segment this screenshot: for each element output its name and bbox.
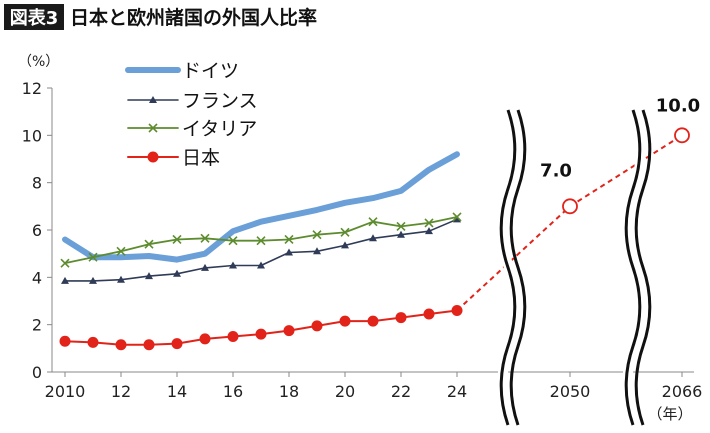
data-point (229, 261, 237, 269)
data-point (425, 227, 433, 235)
data-point (147, 151, 159, 163)
data-point (285, 248, 293, 256)
data-point (149, 96, 157, 103)
data-point (424, 218, 434, 228)
data-point (148, 123, 158, 133)
data-point (311, 320, 323, 332)
data-point (115, 339, 127, 351)
y-unit-label: （%） (18, 54, 59, 70)
data-point (199, 333, 211, 345)
y-tick-label: 4 (32, 268, 42, 287)
x-tick-label: 14 (167, 382, 187, 401)
projection-line (456, 205, 571, 312)
data-point (453, 215, 461, 223)
series-line (62, 151, 460, 263)
x-tick-label: 2050 (550, 382, 591, 401)
data-point (145, 272, 153, 280)
data-point (117, 275, 125, 283)
axis-break-line (499, 109, 517, 426)
data-point (397, 230, 405, 238)
chart-title: 日本と欧州諸国の外国人比率 (70, 6, 317, 29)
header-badge-bg (4, 4, 64, 30)
y-tick-label: 10 (22, 126, 42, 145)
axis-break-line (509, 109, 527, 426)
data-point (172, 234, 182, 245)
data-point (227, 331, 239, 342)
y-tick-label: 6 (32, 221, 42, 240)
data-point (313, 247, 321, 255)
y-tick-label: 8 (32, 174, 42, 193)
data-point (200, 233, 210, 243)
data-point (340, 227, 350, 237)
data-point (283, 325, 295, 337)
data-point (88, 252, 98, 262)
x-tick-label: 12 (111, 382, 131, 401)
legend-label: フランス (182, 90, 258, 112)
projection-value-label: 10.0 (656, 95, 700, 116)
axis-break-line (634, 109, 652, 426)
data-point (368, 217, 378, 227)
projection-value-label: 7.0 (540, 160, 572, 181)
header-badge: 図表3 (10, 7, 59, 29)
data-point (173, 269, 181, 277)
data-point (171, 338, 183, 350)
projection-point (674, 127, 690, 144)
legend-label: イタリア (182, 118, 257, 140)
data-point (369, 234, 377, 242)
data-point (367, 315, 379, 327)
y-tick-label: 12 (22, 79, 42, 98)
data-point (339, 315, 351, 327)
data-point (423, 308, 435, 320)
x-tick-label: 16 (223, 382, 243, 401)
x-tick-label: 18 (279, 382, 299, 401)
data-point (116, 246, 126, 256)
data-point (143, 339, 155, 351)
axis-break-line (624, 109, 642, 426)
data-point (89, 276, 97, 284)
data-point (396, 221, 406, 232)
data-point (87, 336, 99, 348)
year-unit-label: （年） (647, 405, 692, 423)
data-point (284, 234, 294, 245)
projection-point (562, 198, 578, 215)
data-point (452, 212, 462, 222)
data-point (312, 230, 322, 240)
data-point (256, 236, 266, 246)
data-point (228, 236, 238, 246)
x-tick-label: 2066 (662, 382, 703, 401)
legend-label: 日本 (182, 147, 220, 169)
data-point (60, 258, 70, 268)
data-point (59, 335, 71, 347)
data-point (61, 276, 69, 284)
data-point (395, 312, 407, 324)
y-tick-label: 0 (32, 363, 42, 382)
data-point (341, 241, 349, 249)
data-point (257, 261, 265, 269)
x-tick-label: 24 (447, 382, 467, 401)
projection-line (569, 134, 683, 208)
data-point (144, 239, 154, 249)
data-point (201, 263, 209, 271)
x-tick-label: 20 (335, 382, 355, 401)
legend-label: ドイツ (182, 60, 239, 82)
x-tick-label: 22 (391, 382, 411, 401)
data-point (255, 328, 267, 340)
x-tick-label: 2010 (45, 382, 86, 401)
y-tick-label: 2 (32, 316, 42, 335)
